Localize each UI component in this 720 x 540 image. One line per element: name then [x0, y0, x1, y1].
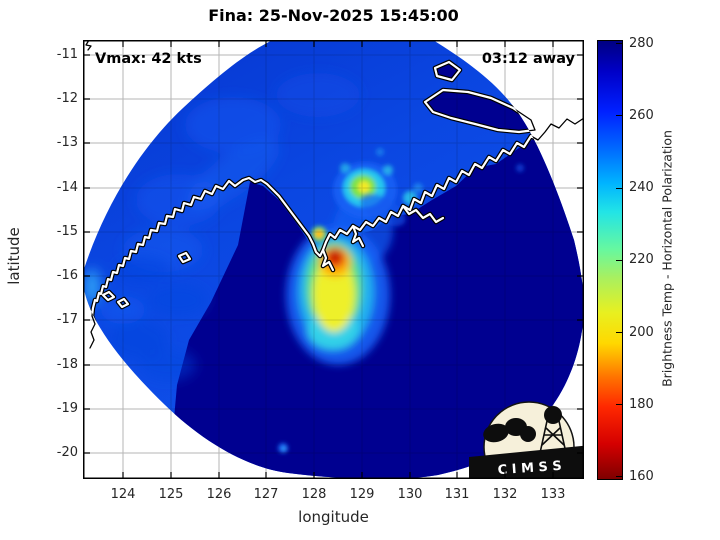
y-axis-label: latitude: [5, 227, 23, 285]
ytick-label: -13: [56, 135, 78, 150]
colorbar-tick: [616, 260, 622, 262]
ytick-label: -15: [56, 224, 78, 239]
xtick-label: 124: [110, 487, 136, 502]
xtick-label: 131: [444, 487, 470, 502]
ytick-label: -19: [56, 401, 78, 416]
colorbar-tick: [616, 332, 622, 334]
colorbar-tick-label: 220: [629, 252, 654, 267]
colorbar-tick-label: 200: [629, 325, 654, 340]
xtick-label: 128: [301, 487, 327, 502]
cimss-logo-text: C I M S S: [497, 459, 562, 478]
colorbar-tick-label: 260: [629, 108, 654, 123]
colorbar-tick: [616, 188, 622, 190]
xtick-label: 126: [206, 487, 232, 502]
small-cloud-dots: [278, 164, 524, 453]
coastline: [85, 40, 584, 348]
cimss-logo: C I M S S: [469, 401, 584, 479]
coast-fragment-topleft: [85, 40, 92, 51]
colorbar-tick: [616, 476, 622, 478]
colorbar-tick: [616, 115, 622, 117]
xtick-label: 127: [253, 487, 279, 502]
ytick-label: -14: [56, 180, 78, 195]
axes-box: [83, 40, 584, 479]
vmax-annotation: Vmax: 42 kts: [95, 51, 202, 67]
colorbar-label: Brightness Temp - Horizontal Polarizatio…: [659, 130, 675, 387]
x-axis-label: longitude: [298, 508, 369, 526]
colorbar-tick-label: 240: [629, 180, 654, 195]
xtick-label: 125: [158, 487, 184, 502]
colorbar-tick-label: 160: [629, 469, 654, 484]
xtick-label: 133: [540, 487, 566, 502]
ytick-label: -12: [56, 91, 78, 106]
ytick-label: -11: [56, 47, 78, 62]
ytick-label: -20: [56, 445, 78, 460]
eta-annotation: 03:12 away: [482, 51, 576, 67]
xtick-label: 129: [349, 487, 375, 502]
xtick-label: 132: [492, 487, 518, 502]
colorbar-tick-label: 280: [629, 36, 654, 51]
colorbar-tick-label: 180: [629, 397, 654, 412]
plot-title: Fina: 25-Nov-2025 15:45:00: [208, 6, 459, 25]
xtick-label: 130: [397, 487, 423, 502]
colorbar-tick: [616, 43, 622, 45]
ytick-label: -16: [56, 268, 78, 283]
ytick-label: -17: [56, 312, 78, 327]
colorbar-tick: [616, 404, 622, 406]
storm-convection-secondary: [311, 148, 423, 242]
ytick-label: -18: [56, 357, 78, 372]
map-plot-area: C I M S S Vmax: 42 kts 03:12 away: [83, 40, 584, 479]
